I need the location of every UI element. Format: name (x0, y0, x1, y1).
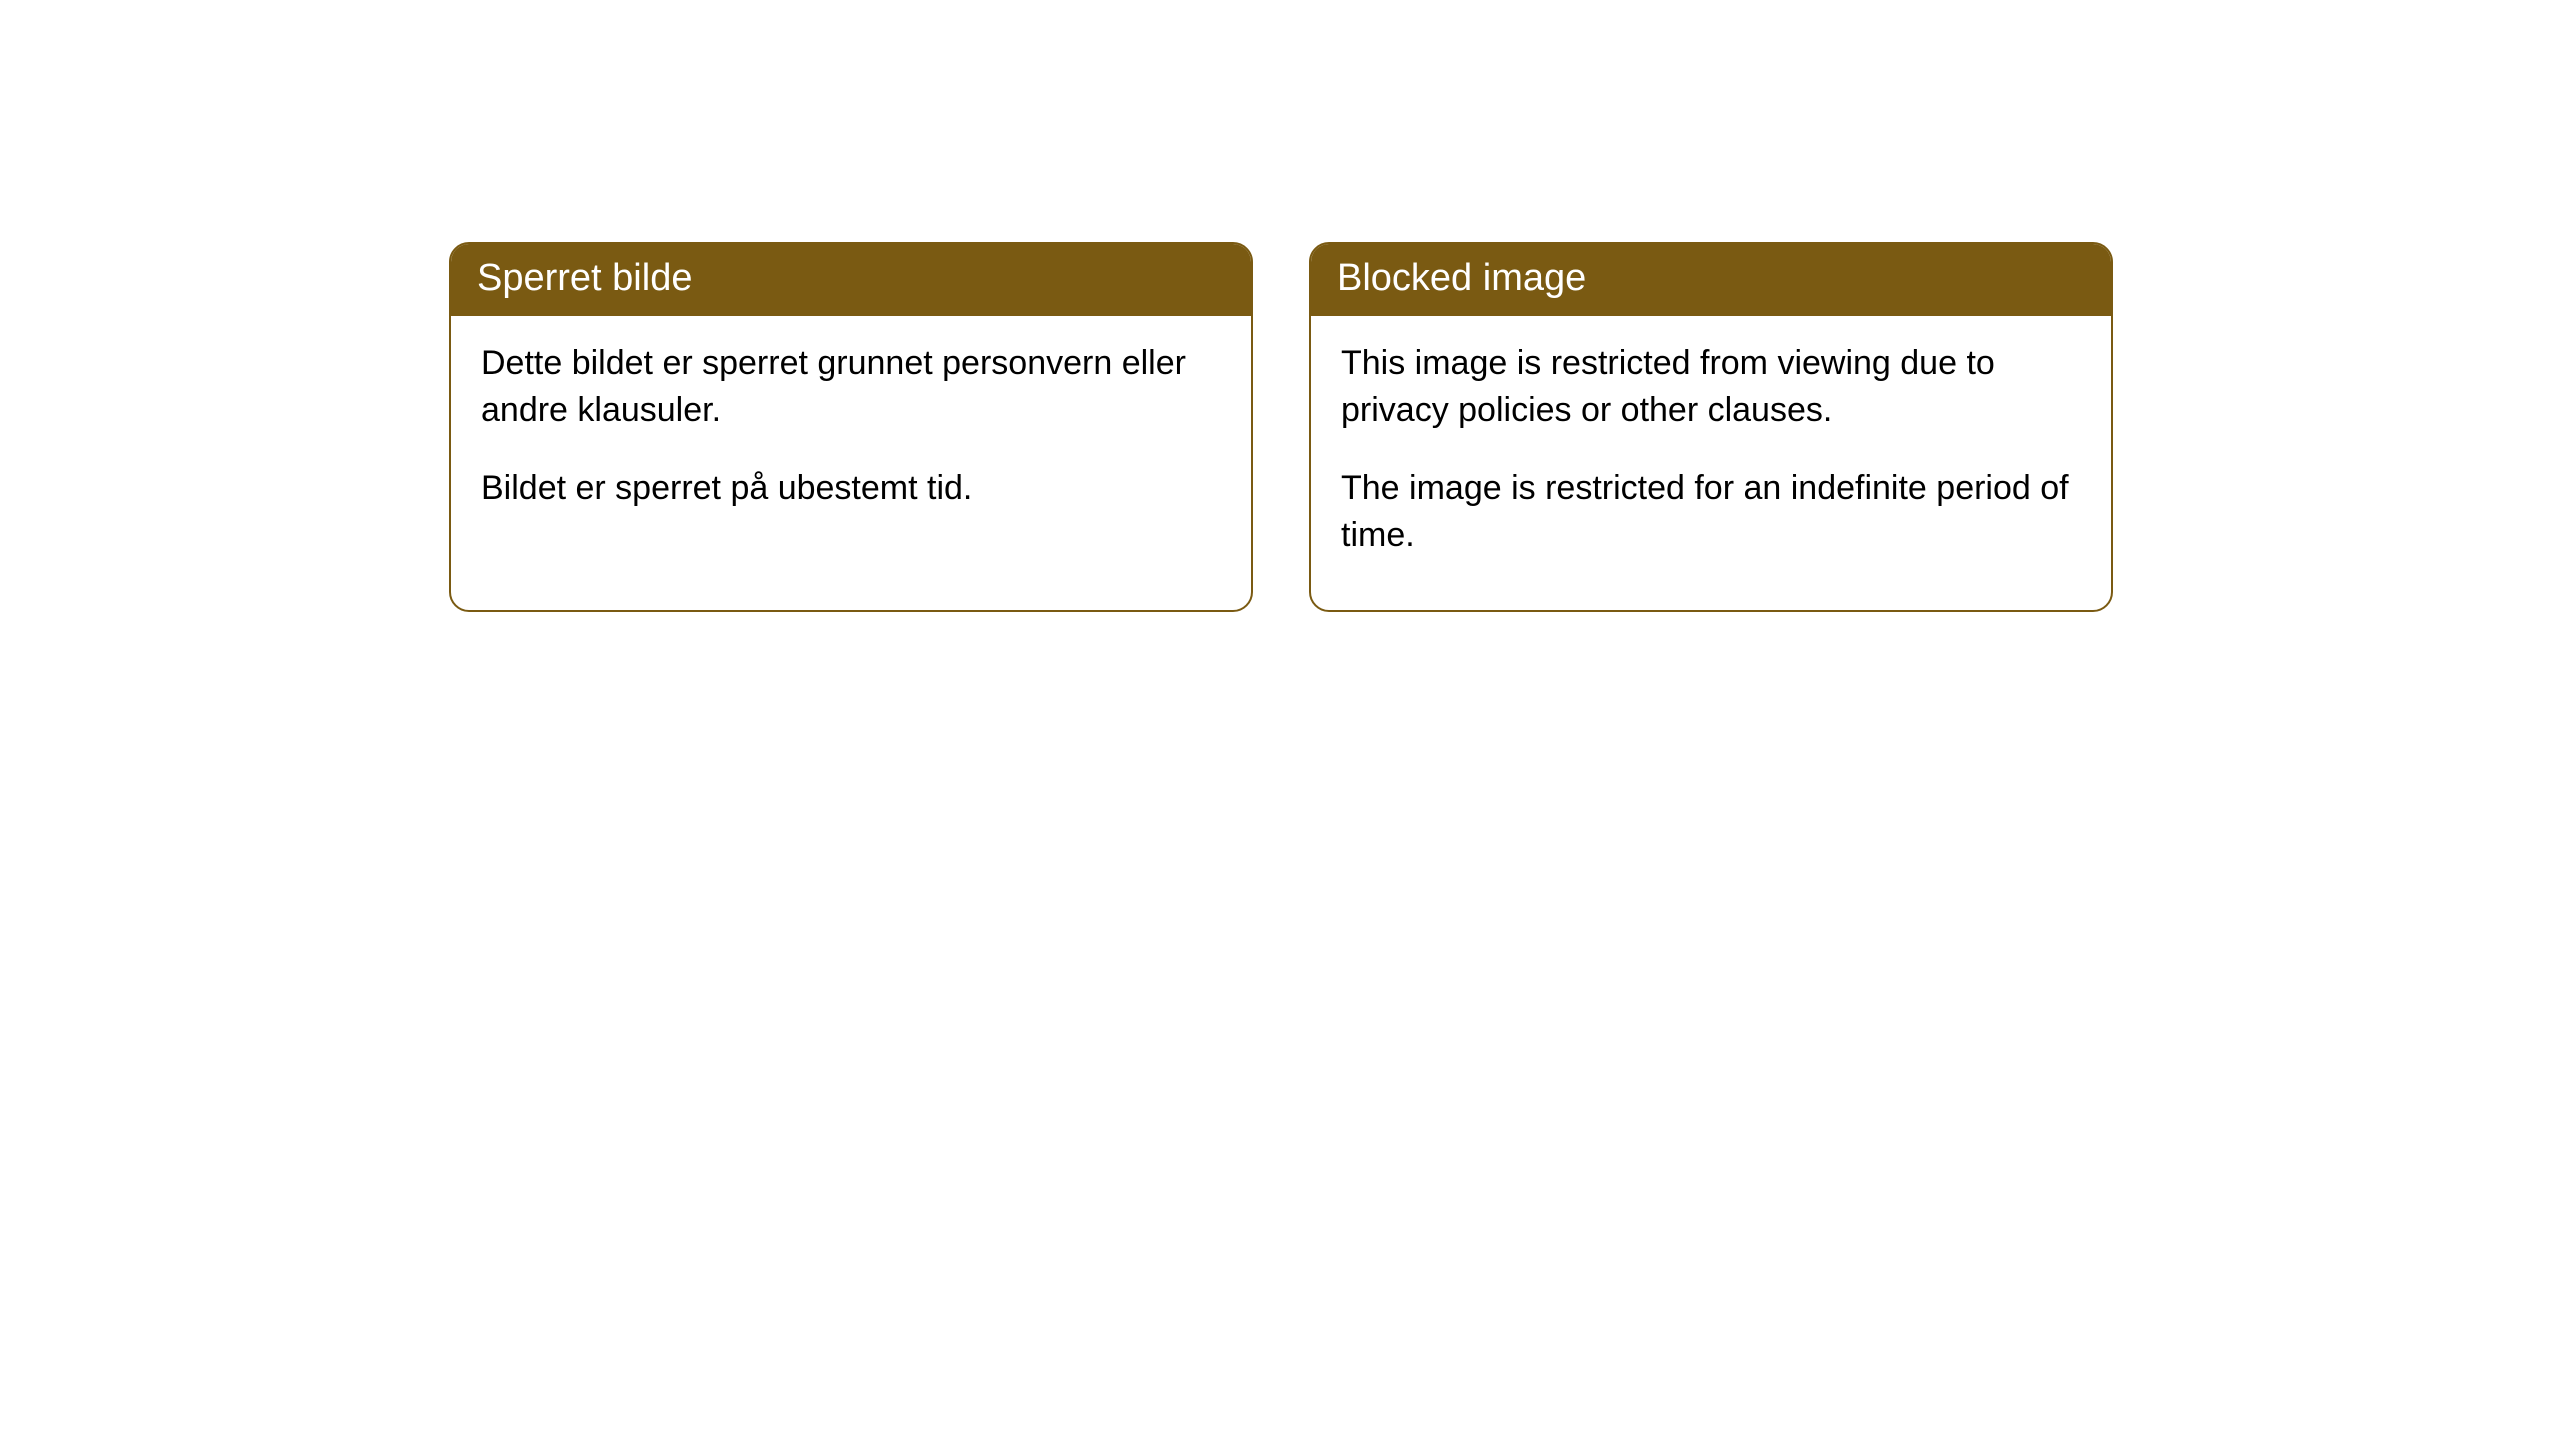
card-paragraph: Dette bildet er sperret grunnet personve… (481, 340, 1221, 435)
card-body-norwegian: Dette bildet er sperret grunnet personve… (451, 316, 1251, 563)
card-paragraph: The image is restricted for an indefinit… (1341, 465, 2081, 560)
card-header-english: Blocked image (1311, 244, 2111, 316)
notice-cards-container: Sperret bilde Dette bildet er sperret gr… (0, 0, 2560, 612)
card-paragraph: This image is restricted from viewing du… (1341, 340, 2081, 435)
card-header-norwegian: Sperret bilde (451, 244, 1251, 316)
blocked-image-card-english: Blocked image This image is restricted f… (1309, 242, 2113, 612)
card-paragraph: Bildet er sperret på ubestemt tid. (481, 465, 1221, 513)
blocked-image-card-norwegian: Sperret bilde Dette bildet er sperret gr… (449, 242, 1253, 612)
card-body-english: This image is restricted from viewing du… (1311, 316, 2111, 610)
